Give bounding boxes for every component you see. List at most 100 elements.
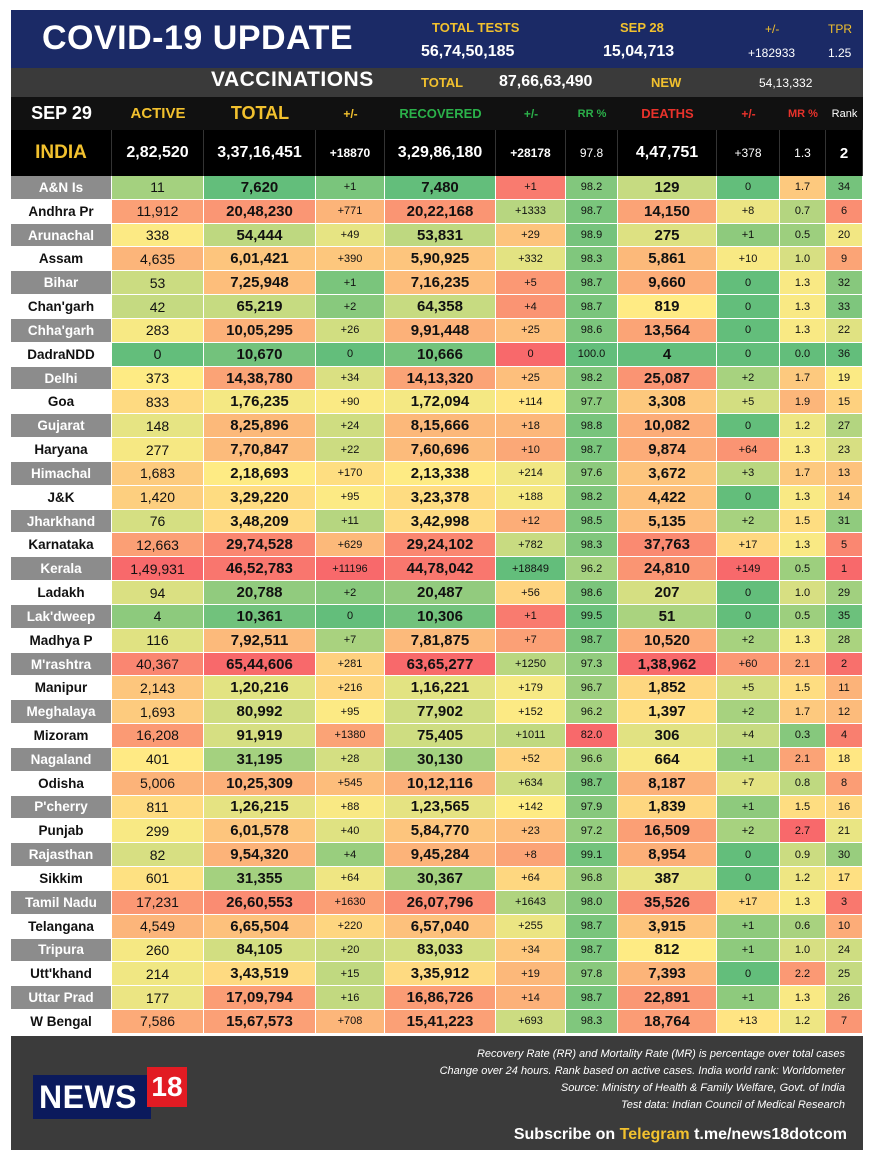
cell-c2: +23: [496, 819, 566, 844]
cell-c3: +5: [717, 676, 780, 701]
cell-rank: 6: [826, 199, 863, 224]
cell-c2: +1: [496, 604, 566, 629]
cell-c1: +88: [316, 795, 385, 820]
cell-rr: 82.0: [566, 724, 618, 748]
cell-rank: 13: [826, 461, 863, 486]
footer-note-rates: Recovery Rate (RR) and Mortality Rate (M…: [476, 1048, 845, 1060]
cell-rank: 9: [826, 247, 863, 272]
cell-c3: +13: [717, 1010, 780, 1034]
vaccinations-bar: VACCINATIONS TOTAL 87,66,63,490 NEW 54,1…: [11, 68, 863, 97]
state-name: Mizoram: [11, 724, 112, 748]
cell-active: 833: [112, 390, 204, 415]
cell-rank: 17: [826, 867, 863, 891]
cell-rank: 18: [826, 747, 863, 772]
cell-c1: +49: [316, 223, 385, 248]
cell-total: 1,20,216: [204, 676, 316, 701]
cell-recovered: 7,16,235: [385, 271, 496, 296]
cell-rr: 98.3: [566, 533, 618, 558]
state-name: Lak'dweep: [11, 604, 112, 629]
cell-mr: 1.3: [780, 485, 826, 510]
table-row: Sikkim 601 31,355 +64 30,367 +64 96.8 387 0 1.2 17: [11, 867, 863, 891]
india-total: 3,37,16,451: [204, 130, 316, 176]
state-name: Tripura: [11, 938, 112, 963]
cell-mr: 1.3: [780, 271, 826, 296]
column-change-deaths: +/-: [741, 106, 756, 121]
cell-total: 14,38,780: [204, 366, 316, 391]
cell-mr: 0.7: [780, 199, 826, 224]
state-name: Kerala: [11, 557, 112, 582]
cell-mr: 2.1: [780, 747, 826, 772]
cell-c3: +64: [717, 438, 780, 462]
cell-rr: 98.7: [566, 199, 618, 224]
cell-recovered: 1,72,094: [385, 390, 496, 415]
total-tests-value: 56,74,50,185: [421, 43, 515, 60]
cell-rank: 5: [826, 533, 863, 558]
cell-mr: 2.7: [780, 819, 826, 844]
cell-c3: 0: [717, 342, 780, 367]
cell-c3: 0: [717, 962, 780, 987]
cell-c2: +29: [496, 223, 566, 248]
cell-mr: 1.2: [780, 867, 826, 891]
cell-c1: +11: [316, 509, 385, 534]
cell-c3: +2: [717, 700, 780, 725]
cell-c3: +1: [717, 914, 780, 939]
india-rank: 2: [826, 130, 863, 176]
cell-total: 15,67,573: [204, 1010, 316, 1034]
cell-mr: 1.7: [780, 366, 826, 391]
cell-deaths: 16,509: [618, 819, 717, 844]
cell-mr: 1.5: [780, 795, 826, 820]
cell-total: 91,919: [204, 724, 316, 748]
cell-c1: +24: [316, 414, 385, 439]
cell-rr: 98.7: [566, 938, 618, 963]
cell-active: 116: [112, 628, 204, 653]
cell-rank: 10: [826, 914, 863, 939]
cell-recovered: 53,831: [385, 223, 496, 248]
cell-active: 401: [112, 747, 204, 772]
telegram-link[interactable]: t.me/news18dotcom: [694, 1126, 847, 1143]
cell-rr: 98.7: [566, 986, 618, 1011]
table-row: Delhi 373 14,38,780 +34 14,13,320 +25 98.2 25,0…: [11, 366, 863, 391]
india-change-total: +18870: [316, 130, 385, 176]
cell-rr: 98.8: [566, 414, 618, 439]
cell-deaths: 207: [618, 581, 717, 605]
cell-rr: 98.0: [566, 890, 618, 915]
cell-recovered: 30,367: [385, 867, 496, 891]
cell-c2: +18849: [496, 557, 566, 582]
cell-total: 20,48,230: [204, 199, 316, 224]
cell-rr: 98.7: [566, 771, 618, 796]
cell-c1: +64: [316, 867, 385, 891]
cell-deaths: 129: [618, 176, 717, 200]
cell-c2: +19: [496, 962, 566, 987]
state-name: Meghalaya: [11, 700, 112, 725]
cell-total: 3,48,209: [204, 509, 316, 534]
column-mr: MR %: [788, 107, 818, 120]
cell-rank: 23: [826, 438, 863, 462]
cell-c1: +281: [316, 652, 385, 677]
cell-rr: 97.9: [566, 795, 618, 820]
india-rr: 97.8: [566, 130, 618, 176]
cell-c1: +2: [316, 581, 385, 605]
cell-deaths: 9,874: [618, 438, 717, 462]
state-name: Delhi: [11, 366, 112, 391]
cell-rr: 98.2: [566, 366, 618, 391]
state-name: Sikkim: [11, 867, 112, 891]
state-name: Nagaland: [11, 747, 112, 772]
cell-total: 6,01,421: [204, 247, 316, 272]
cell-mr: 1.9: [780, 390, 826, 415]
table-row: Tamil Nadu 17,231 26,60,553 +1630 26,07,796 +…: [11, 890, 863, 915]
cell-c1: +90: [316, 390, 385, 415]
cell-rr: 97.3: [566, 652, 618, 677]
cell-recovered: 5,84,770: [385, 819, 496, 844]
cell-recovered: 9,91,448: [385, 318, 496, 343]
cell-rr: 97.7: [566, 390, 618, 415]
cell-deaths: 812: [618, 938, 717, 963]
state-name: Andhra Pr: [11, 199, 112, 224]
cell-recovered: 16,86,726: [385, 986, 496, 1011]
column-active: ACTIVE: [130, 105, 186, 122]
vaccinations-total-value: 87,66,63,490: [499, 73, 593, 90]
cell-c3: +3: [717, 461, 780, 486]
cell-active: 17,231: [112, 890, 204, 915]
cell-recovered: 10,12,116: [385, 771, 496, 796]
state-name: Odisha: [11, 771, 112, 796]
table-row: Meghalaya 1,693 80,992 +95 77,902 +152 96.2 1,3…: [11, 700, 863, 725]
